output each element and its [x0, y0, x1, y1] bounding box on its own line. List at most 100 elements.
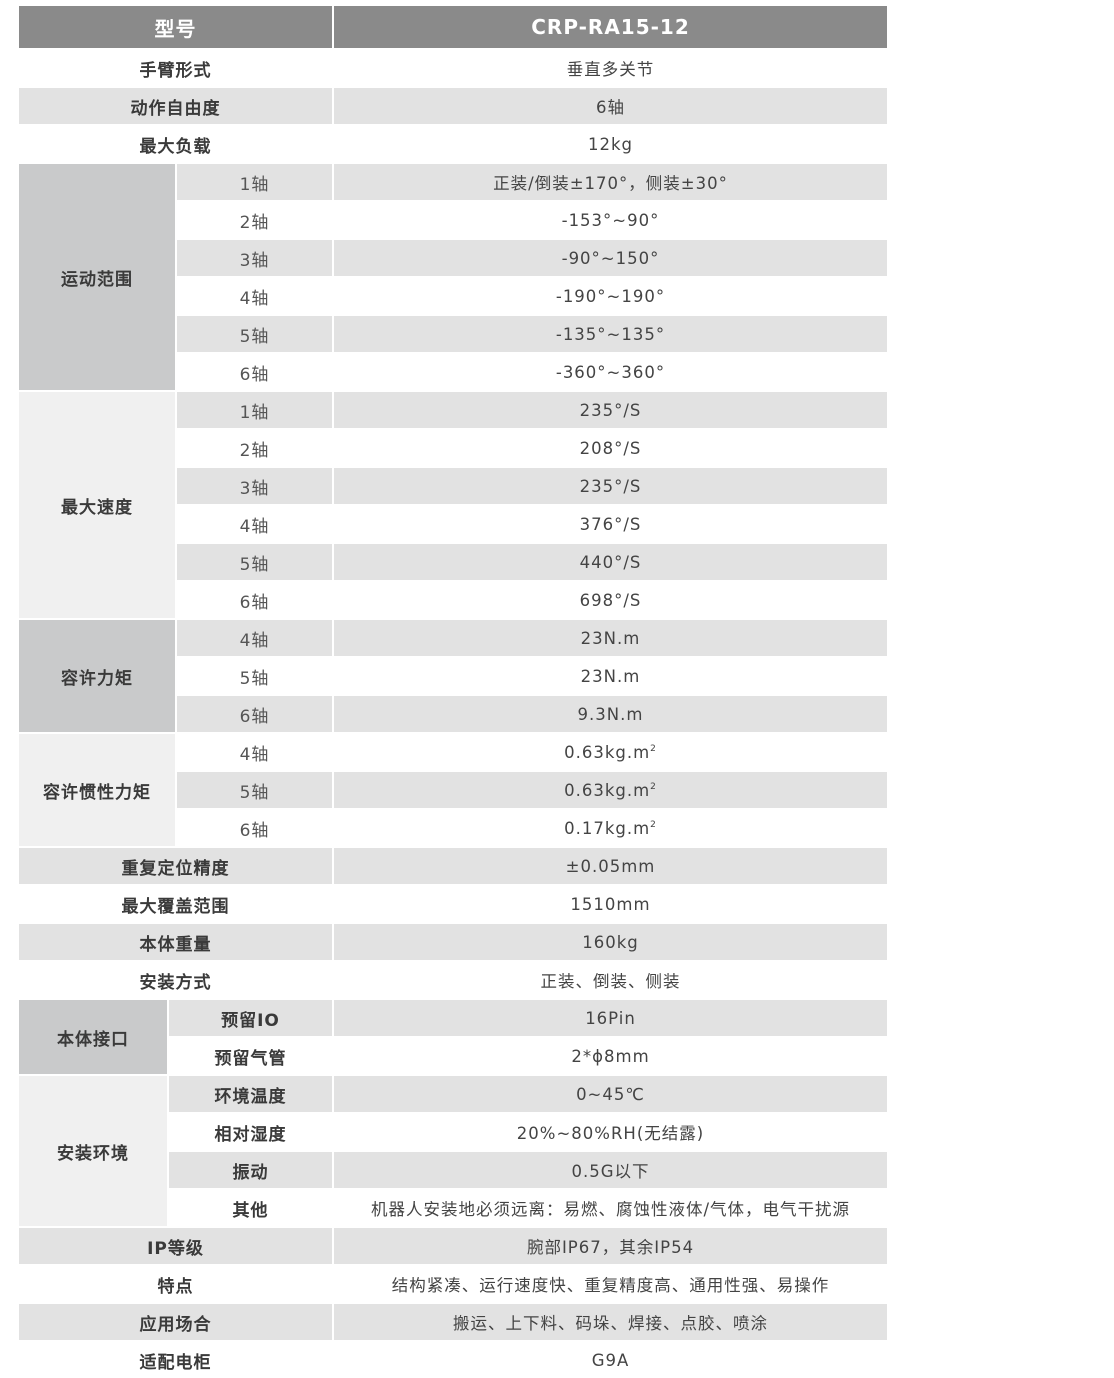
value-text: 正装/倒装±170°，侧装±30°	[493, 174, 728, 193]
sub-label: 3轴	[177, 240, 332, 276]
spec-value: 376°/S	[334, 506, 887, 542]
spec-value: 9.3N.m	[334, 696, 887, 732]
spec-value: ±0.05mm	[334, 848, 887, 884]
sub-label: 6轴	[177, 582, 332, 618]
spec-value: 160kg	[334, 924, 887, 960]
value-text: -135°~135°	[555, 324, 666, 344]
value-text: 23N.m	[580, 628, 641, 648]
spec-value: 2*ϕ8mm	[334, 1038, 887, 1074]
spec-value: 23N.m	[334, 620, 887, 656]
sub-label: 5轴	[177, 544, 332, 580]
spec-value: G9A	[334, 1342, 887, 1378]
sub-label: 5轴	[177, 316, 332, 352]
value-text: 376°/S	[579, 514, 642, 534]
sub-label: 4轴	[177, 278, 332, 314]
spec-value: 机器人安装地必须远离：易燃、腐蚀性液体/气体，电气干扰源	[334, 1190, 887, 1226]
value-text: -90°~150°	[561, 248, 660, 268]
value-text: 23N.m	[580, 666, 641, 686]
sub-label: 4轴	[177, 620, 332, 656]
spec-value: 23N.m	[334, 658, 887, 694]
spec-value: 0~45℃	[334, 1076, 887, 1112]
sub-label: 预留气管	[169, 1038, 332, 1074]
spec-value: 搬运、上下料、码垛、焊接、点胶、喷涂	[334, 1304, 887, 1340]
sub-label: 2轴	[177, 202, 332, 238]
value-text: 20%~80%RH(无结露)	[516, 1124, 705, 1143]
value-text: 208°/S	[579, 438, 642, 458]
spec-label: 安装方式	[19, 962, 332, 998]
superscript: 2	[650, 744, 657, 754]
spec-value: 正装、倒装、侧装	[334, 962, 887, 998]
spec-value: -153°~90°	[334, 202, 887, 238]
value-text: 0.63kg.m	[564, 742, 651, 762]
spec-label: 适配电柜	[19, 1342, 332, 1378]
value-text: 0.17kg.m	[564, 818, 651, 838]
sub-label: 6轴	[177, 810, 332, 846]
group-label: 容许惯性力矩	[19, 734, 175, 846]
value-text: -360°~360°	[555, 362, 666, 382]
value-text: 16Pin	[585, 1008, 636, 1028]
spec-value: 16Pin	[334, 1000, 887, 1036]
spec-label: 最大覆盖范围	[19, 886, 332, 922]
spec-value: 235°/S	[334, 468, 887, 504]
spec-label: 手臂形式	[19, 50, 332, 86]
spec-label: IP等级	[19, 1228, 332, 1264]
spec-label: 本体重量	[19, 924, 332, 960]
sub-label: 相对湿度	[169, 1114, 332, 1150]
spec-value: 正装/倒装±170°，侧装±30°	[334, 164, 887, 200]
spec-table: 型号 CRP-RA15-12 手臂形式 垂直多关节 动作自由度 6轴 最大负载 12kg 运…	[19, 6, 887, 1378]
value-text: 0~45℃	[576, 1084, 645, 1104]
value-text: 9.3N.m	[577, 704, 644, 724]
spec-value: 腕部IP67，其余IP54	[334, 1228, 887, 1264]
group-label: 安装环境	[19, 1076, 167, 1226]
spec-label: 重复定位精度	[19, 848, 332, 884]
group-label: 运动范围	[19, 164, 175, 390]
header-label: 型号	[19, 6, 332, 48]
value-text: 0.63kg.m	[564, 780, 651, 800]
sub-label: 6轴	[177, 696, 332, 732]
spec-value: -190°~190°	[334, 278, 887, 314]
sub-label: 2轴	[177, 430, 332, 466]
sub-label: 6轴	[177, 354, 332, 390]
spec-value: 0.63kg.m 2	[334, 734, 887, 770]
spec-value: 12kg	[334, 126, 887, 162]
spec-value: 0.63kg.m 2	[334, 772, 887, 808]
group-label: 容许力矩	[19, 620, 175, 732]
spec-value: 垂直多关节	[334, 50, 887, 86]
spec-value: -360°~360°	[334, 354, 887, 390]
value-text: 698°/S	[579, 590, 642, 610]
sub-label: 其他	[169, 1190, 332, 1226]
sub-label: 1轴	[177, 392, 332, 428]
sub-label: 1轴	[177, 164, 332, 200]
superscript: 2	[650, 782, 657, 792]
spec-value: 结构紧凑、运行速度快、重复精度高、通用性强、易操作	[334, 1266, 887, 1302]
sub-label: 5轴	[177, 658, 332, 694]
value-text: 机器人安装地必须远离：易燃、腐蚀性液体/气体，电气干扰源	[370, 1200, 851, 1219]
sub-label: 3轴	[177, 468, 332, 504]
spec-value: 698°/S	[334, 582, 887, 618]
value-text: -190°~190°	[555, 286, 666, 306]
spec-value: 0.5G以下	[334, 1152, 887, 1188]
spec-value: 20%~80%RH(无结露)	[334, 1114, 887, 1150]
superscript: 2	[650, 820, 657, 830]
spec-value: 6轴	[334, 88, 887, 124]
group-label: 本体接口	[19, 1000, 167, 1074]
spec-value: 1510mm	[334, 886, 887, 922]
sub-label: 4轴	[177, 734, 332, 770]
spec-value: 440°/S	[334, 544, 887, 580]
spec-label: 动作自由度	[19, 88, 332, 124]
value-text: 235°/S	[579, 400, 642, 420]
spec-value: -135°~135°	[334, 316, 887, 352]
sub-label: 4轴	[177, 506, 332, 542]
spec-label: 最大负载	[19, 126, 332, 162]
value-text: -153°~90°	[561, 210, 660, 230]
spec-value: 208°/S	[334, 430, 887, 466]
header-model: CRP-RA15-12	[334, 6, 887, 48]
spec-value: -90°~150°	[334, 240, 887, 276]
value-text: 235°/S	[579, 476, 642, 496]
sub-label: 振动	[169, 1152, 332, 1188]
value-text: 0.5G以下	[571, 1162, 650, 1181]
sub-label: 预留IO	[169, 1000, 332, 1036]
spec-label: 应用场合	[19, 1304, 332, 1340]
spec-value: 235°/S	[334, 392, 887, 428]
spec-value: 0.17kg.m 2	[334, 810, 887, 846]
